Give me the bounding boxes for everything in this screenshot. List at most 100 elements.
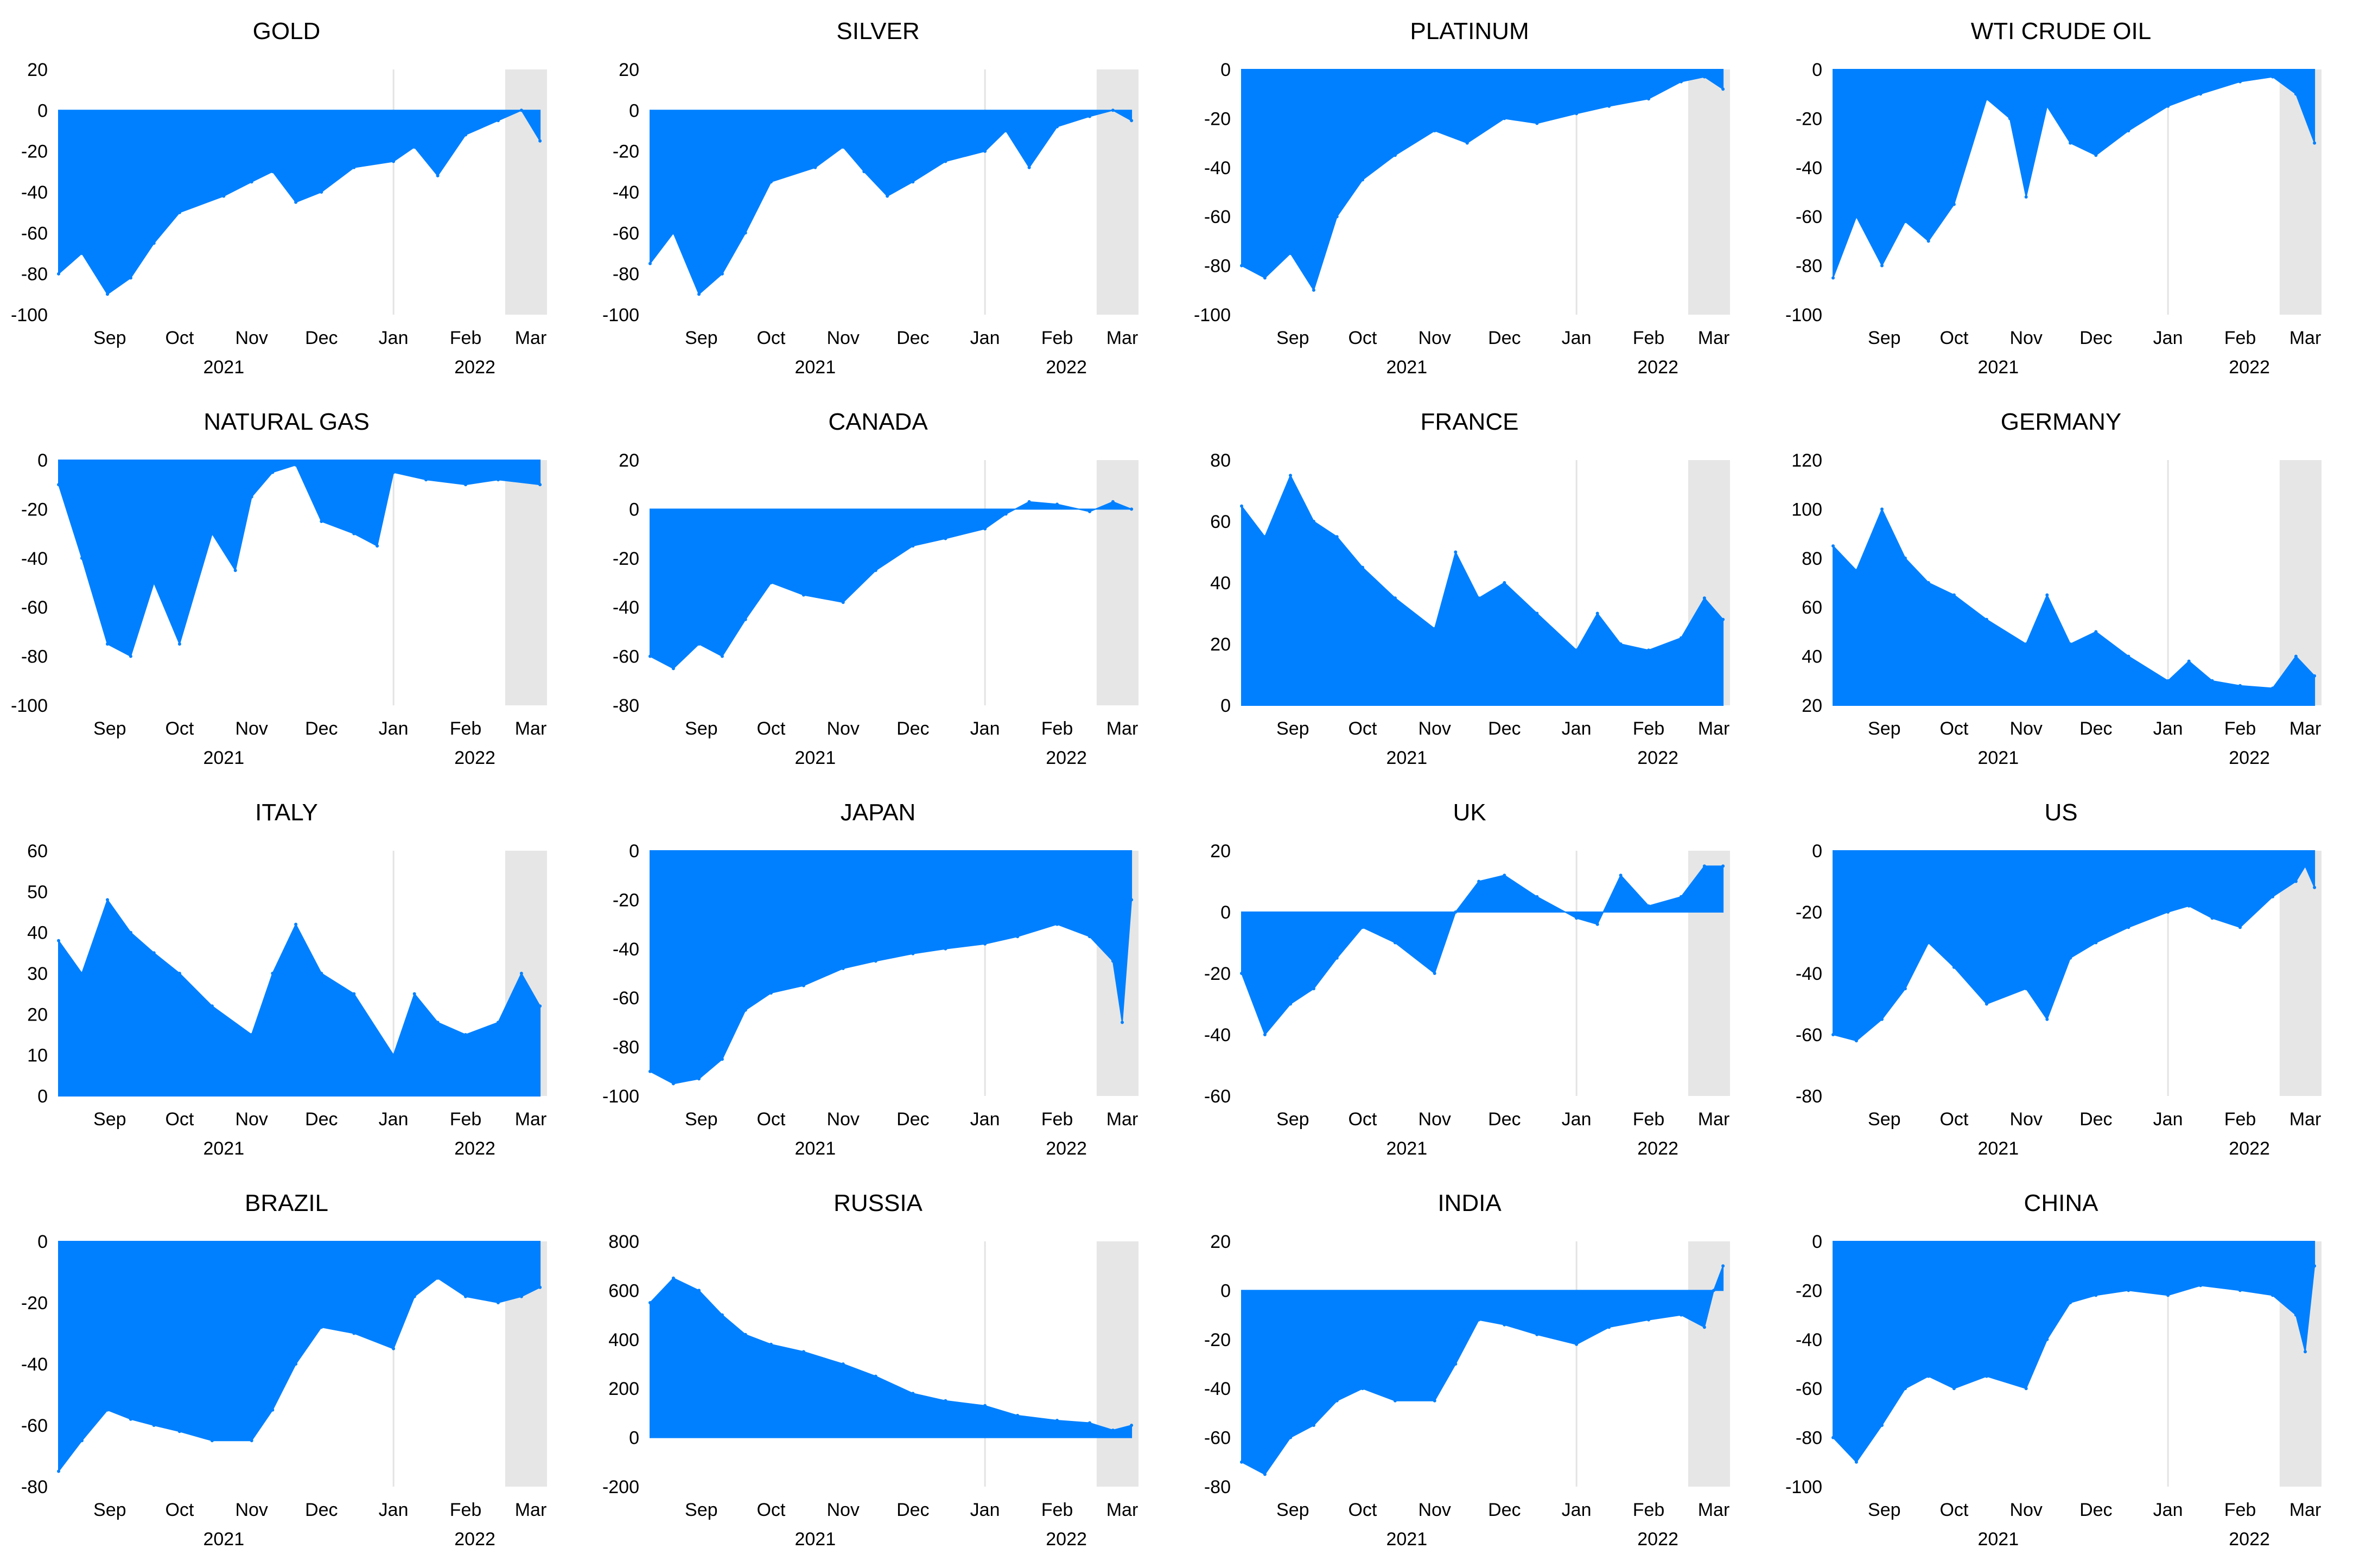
x-year-label: 2022 — [454, 748, 495, 768]
y-tick-label: -20 — [21, 142, 48, 162]
data-point — [697, 642, 701, 646]
x-tick-label: Mar — [515, 328, 547, 348]
series-area — [58, 110, 541, 295]
data-point — [802, 984, 805, 987]
data-point — [1575, 916, 1579, 920]
data-point — [1712, 1289, 1715, 1292]
y-tick-label: -80 — [1796, 1086, 1822, 1107]
x-tick-label: Dec — [896, 328, 929, 348]
data-point — [1055, 502, 1059, 506]
x-tick-label: Feb — [1633, 1109, 1665, 1130]
y-tick-label: 0 — [1220, 696, 1231, 716]
chart-panel-italy: ITALY 60 50 40 30 20 10 0 Sep Oct Nov Dec Jan Feb Mar 2… — [10, 787, 601, 1177]
x-tick-label: Oct — [165, 1109, 194, 1130]
data-point — [671, 667, 675, 671]
data-point — [874, 569, 877, 572]
data-point — [320, 1325, 323, 1329]
x-tick-label: Mar — [1698, 718, 1730, 739]
data-point — [1289, 474, 1292, 477]
x-tick-label: Dec — [2079, 1109, 2112, 1130]
y-tick-label: 60 — [1802, 597, 1822, 618]
data-point — [1721, 1264, 1725, 1268]
x-tick-label: Oct — [1939, 1109, 1968, 1130]
data-point — [464, 133, 467, 137]
data-point — [841, 145, 845, 149]
y-tick-label: -60 — [1796, 1379, 1822, 1399]
data-point — [210, 1004, 214, 1008]
data-point — [352, 532, 356, 536]
x-year-label: 2021 — [1386, 1529, 1427, 1550]
y-tick-label: -40 — [613, 597, 639, 618]
y-tick-label: 80 — [1802, 549, 1822, 569]
data-point — [1335, 956, 1339, 960]
data-point — [1702, 1325, 1706, 1329]
series-area — [1833, 850, 2316, 1042]
data-point — [210, 1439, 214, 1443]
x-tick-label: Sep — [1868, 1109, 1901, 1130]
y-tick-label: 20 — [1210, 1232, 1231, 1252]
data-point — [1263, 1473, 1267, 1476]
x-tick-label: Mar — [1106, 718, 1139, 739]
data-point — [1055, 1419, 1059, 1422]
chart-panel-france: FRANCE 80 60 40 20 0 Sep Oct Nov Dec Jan Feb Mar 2021… — [1193, 396, 1784, 787]
data-point — [769, 1342, 773, 1346]
x-tick-label: Jan — [1562, 1109, 1592, 1130]
y-tick-label: -40 — [613, 182, 639, 203]
data-point — [911, 952, 915, 955]
chart-panel-brazil: BRAZIL 0 -20 -40 -60 -80 Sep Oct Nov Dec Jan Feb Mar… — [10, 1177, 601, 1568]
data-point — [2069, 141, 2072, 145]
data-point — [2199, 92, 2203, 96]
shaded-region — [505, 460, 547, 705]
data-point — [1454, 910, 1458, 914]
data-point — [2069, 956, 2072, 960]
data-point — [2166, 679, 2170, 683]
shaded-region — [1096, 460, 1139, 705]
x-tick-label: Mar — [2289, 1109, 2322, 1130]
x-year-label: 2022 — [2229, 357, 2270, 378]
data-point — [1088, 935, 1091, 939]
chart-title: WTI CRUDE OIL — [1971, 18, 2151, 44]
data-point — [2127, 1289, 2130, 1292]
x-year-label: 2022 — [1637, 748, 1678, 768]
y-tick-label: -20 — [21, 499, 48, 520]
x-year-label: 2021 — [203, 748, 244, 768]
x-tick-label: Dec — [1488, 328, 1521, 348]
data-point — [271, 470, 275, 474]
data-point — [1055, 922, 1059, 926]
data-point — [57, 1469, 60, 1473]
data-point — [648, 1301, 652, 1304]
data-point — [944, 537, 947, 540]
y-tick-label: -60 — [613, 223, 639, 244]
y-tick-label: 0 — [1220, 1280, 1231, 1301]
data-point — [129, 930, 132, 934]
data-point — [720, 1313, 724, 1317]
data-point — [1312, 288, 1315, 292]
data-point — [57, 939, 60, 942]
x-tick-label: Mar — [1698, 328, 1730, 348]
data-point — [1465, 141, 1469, 145]
data-point — [294, 463, 298, 467]
y-tick-label: -20 — [1204, 964, 1231, 984]
series-area — [58, 1241, 541, 1473]
data-point — [1393, 941, 1397, 945]
x-tick-label: Nov — [2009, 1109, 2042, 1130]
data-point — [320, 520, 323, 523]
data-point — [2294, 654, 2298, 658]
x-tick-label: Sep — [685, 718, 718, 739]
chart-svg-wti-crude-oil: WTI CRUDE OIL 0 -20 -40 -60 -80 -100 Sep Oct Nov D… — [1785, 18, 2322, 378]
y-tick-label: -80 — [613, 696, 639, 716]
x-tick-label: Mar — [1106, 1109, 1139, 1130]
y-tick-label: -100 — [1194, 305, 1231, 326]
data-point — [497, 1021, 500, 1024]
x-tick-label: Oct — [165, 1500, 194, 1520]
data-point — [376, 544, 379, 548]
data-point — [1595, 922, 1599, 926]
data-point — [841, 1362, 845, 1366]
data-point — [2024, 1387, 2028, 1391]
data-point — [294, 922, 298, 926]
x-tick-label: Jan — [1562, 718, 1592, 739]
chart-title: BRAZIL — [245, 1190, 328, 1216]
data-point — [1952, 593, 1956, 597]
data-point — [1289, 1002, 1292, 1006]
data-point — [271, 1408, 275, 1412]
